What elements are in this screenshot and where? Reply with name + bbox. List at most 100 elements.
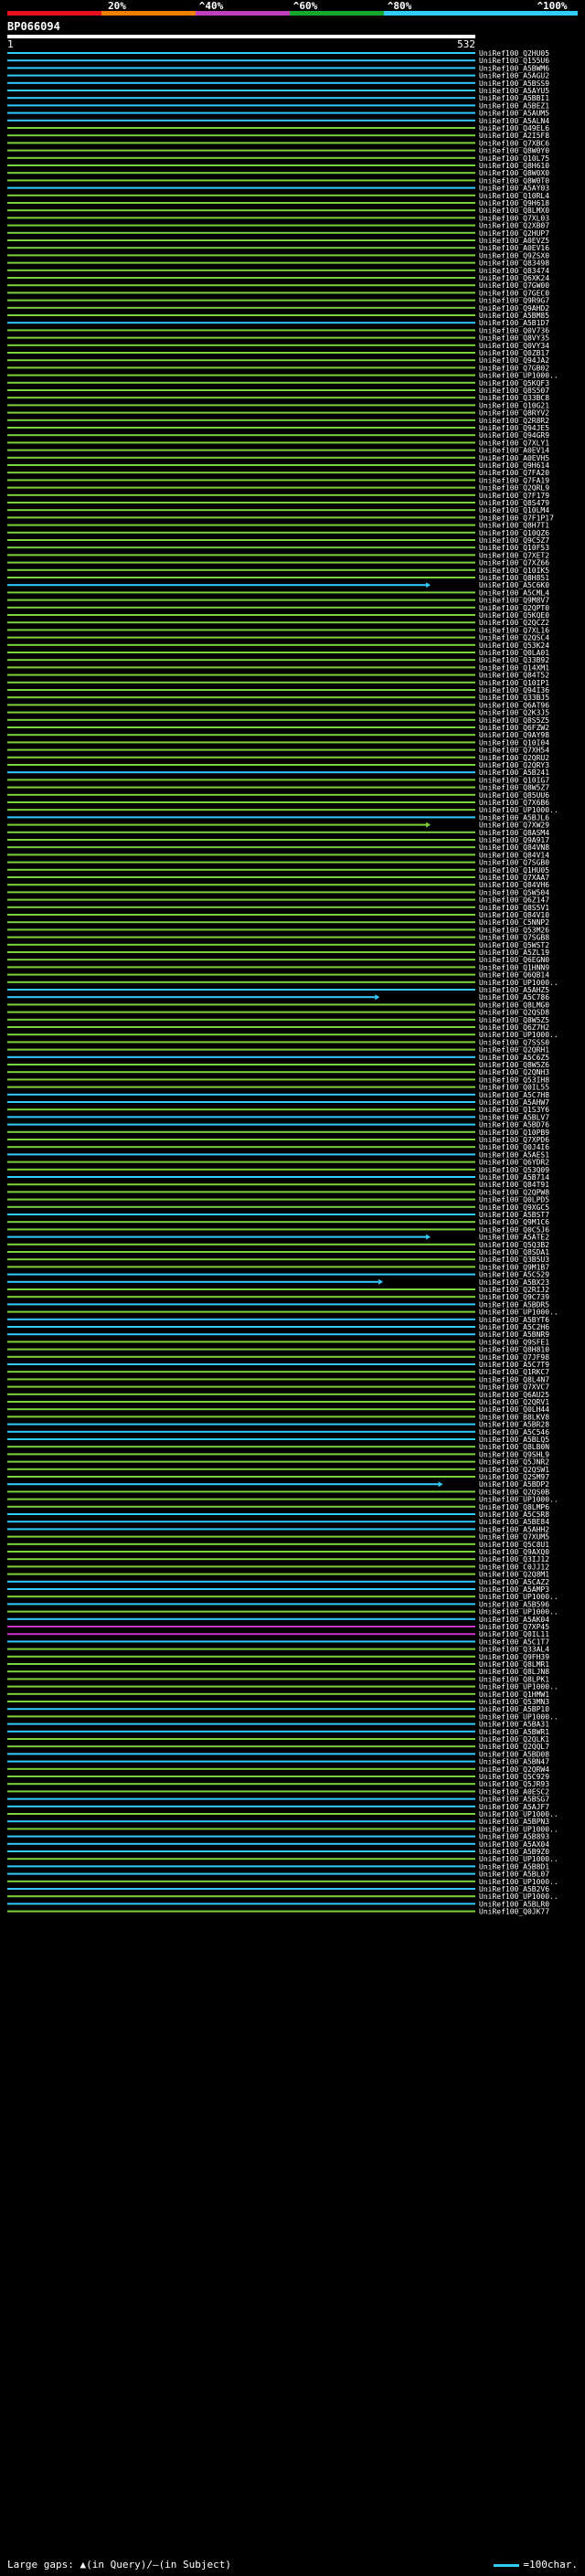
hit-label[interactable]: UniRef100_A5ALN4 [479, 117, 549, 125]
hit-label[interactable]: UniRef100_A5AUM5 [479, 110, 549, 118]
hit-label[interactable]: UniRef100_Q2QS0B [479, 1488, 549, 1496]
hit-label[interactable]: UniRef100_Q7JF98 [479, 1353, 549, 1362]
hit-label[interactable]: UniRef100_Q84T91 [479, 1181, 549, 1189]
hit-label[interactable]: UniRef100_Q8H810 [479, 1346, 549, 1354]
hit-label[interactable]: UniRef100_Q53Q09 [479, 1166, 549, 1174]
hit-label[interactable]: UniRef100_Q7XH54 [479, 747, 549, 755]
hit-label[interactable]: UniRef100_Q9H618 [479, 199, 549, 207]
hit-label[interactable]: UniRef100_Q3IJ12 [479, 1555, 549, 1564]
hit-label[interactable]: UniRef100_A5BD76 [479, 1121, 549, 1129]
hit-label[interactable]: UniRef100_A5BSS9 [479, 80, 549, 88]
hit-label[interactable]: UniRef100_UP1000.. [479, 1608, 558, 1617]
hit-label[interactable]: UniRef100_Q2HUP7 [479, 229, 549, 238]
hit-label[interactable]: UniRef100_Q9AXQ0 [479, 1548, 549, 1556]
hit-label[interactable]: UniRef100_Q8S5V1 [479, 904, 549, 912]
hit-label[interactable]: UniRef100_A5C2H6 [479, 1323, 549, 1331]
hit-label[interactable]: UniRef100_Q84VN8 [479, 843, 549, 852]
hit-label[interactable]: UniRef100_Q5WST2 [479, 941, 549, 949]
hit-label[interactable]: UniRef100_A5AYU5 [479, 87, 549, 95]
hit-label[interactable]: UniRef100_Q2QCZ2 [479, 619, 549, 627]
hit-label[interactable]: UniRef100_A5AJF7 [479, 1803, 549, 1811]
hit-label[interactable]: UniRef100_A5C5R8 [479, 1511, 549, 1519]
hit-label[interactable]: UniRef100_UP1000.. [479, 1855, 558, 1863]
hit-label[interactable]: UniRef100_A5B596 [479, 1600, 549, 1608]
hit-label[interactable]: UniRef100_A5BL07 [479, 1871, 549, 1879]
hit-label[interactable]: UniRef100_Q9M1C6 [479, 1218, 549, 1226]
hit-label[interactable]: UniRef100_A5BJL6 [479, 813, 549, 822]
hit-label[interactable]: UniRef100_Q14XM1 [479, 663, 549, 672]
hit-label[interactable]: UniRef100_Q8RYV2 [479, 409, 549, 418]
hit-label[interactable]: UniRef100_Q1HMW1 [479, 1691, 549, 1699]
hit-label[interactable]: UniRef100_A5B8D1 [479, 1862, 549, 1871]
hit-label[interactable]: UniRef100_A5AHH2 [479, 1525, 549, 1533]
hit-label[interactable]: UniRef100_A5C786 [479, 993, 549, 1002]
hit-label[interactable]: UniRef100_Q6Z7H2 [479, 1023, 549, 1032]
hit-label[interactable]: UniRef100_Q0J4I6 [479, 1143, 549, 1151]
hit-label[interactable]: UniRef100_Q6QB14 [479, 971, 549, 980]
hit-label[interactable]: UniRef100_A0EV14 [479, 447, 549, 455]
hit-label[interactable]: UniRef100_UP1000.. [479, 806, 558, 814]
hit-label[interactable]: UniRef100_A5B893 [479, 1833, 549, 1841]
hit-label[interactable]: UniRef100_Q7XP45 [479, 1623, 549, 1631]
hit-label[interactable]: UniRef100_Q0LPD5 [479, 1196, 549, 1204]
hit-label[interactable]: UniRef100_Q10RL4 [479, 192, 549, 200]
hit-label[interactable]: UniRef100_Q2QRW4 [479, 1765, 549, 1774]
hit-label[interactable]: UniRef100_Q9SHL9 [479, 1450, 549, 1458]
hit-label[interactable]: UniRef100_A5B714 [479, 1173, 549, 1182]
hit-label[interactable]: UniRef100_A5BEZ1 [479, 101, 549, 110]
hit-label[interactable]: UniRef100_A5ATE2 [479, 1234, 549, 1242]
hit-label[interactable]: UniRef100_A5C1T7 [479, 1638, 549, 1646]
hit-label[interactable]: UniRef100_Q84V14 [479, 851, 549, 859]
hit-label[interactable]: UniRef100_A5BST7 [479, 1211, 549, 1219]
hit-label[interactable]: UniRef100_Q5KQF3 [479, 379, 549, 387]
hit-label[interactable]: UniRef100_Q2QQL7 [479, 1743, 549, 1751]
hit-label[interactable]: UniRef100_Q7XPD6 [479, 1136, 549, 1144]
hit-label[interactable]: UniRef100_Q7SGB8 [479, 934, 549, 942]
hit-label[interactable]: UniRef100_A5AHZ5 [479, 986, 549, 994]
hit-label[interactable]: UniRef100_Q9SFE1 [479, 1338, 549, 1346]
hit-label[interactable]: UniRef100_A5B1D7 [479, 319, 549, 327]
hit-label[interactable]: UniRef100_Q0JK77 [479, 1908, 549, 1916]
hit-label[interactable]: UniRef100_A5C7H8 [479, 1091, 549, 1099]
hit-label[interactable]: UniRef100_Q5W504 [479, 888, 549, 896]
hit-label[interactable]: UniRef100_A5BYT6 [479, 1316, 549, 1324]
hit-label[interactable]: UniRef100_Q8ASM4 [479, 829, 549, 837]
hit-label[interactable]: UniRef100_Q2QNH3 [479, 1068, 549, 1076]
hit-label[interactable]: UniRef100_Q2QPW8 [479, 1188, 549, 1196]
hit-label[interactable]: UniRef100_Q1S3Y6 [479, 1106, 549, 1114]
hit-label[interactable]: UniRef100_A5BDR5 [479, 1300, 549, 1309]
hit-label[interactable]: UniRef100_A5BR28 [479, 1421, 549, 1429]
hit-label[interactable]: UniRef100_Q2QSD8 [479, 1009, 549, 1017]
hit-label[interactable]: UniRef100_A5AGU2 [479, 72, 549, 80]
hit-label[interactable]: UniRef100_A5BD08 [479, 1750, 549, 1758]
hit-label[interactable]: UniRef100_Q10G21 [479, 401, 549, 409]
hit-label[interactable]: UniRef100_A0EVZ5 [479, 237, 549, 245]
hit-label[interactable]: UniRef100_Q7SSS0 [479, 1038, 549, 1046]
hit-label[interactable]: UniRef100_Q2QRL9 [479, 484, 549, 493]
hit-label[interactable]: UniRef100_Q8LJN8 [479, 1668, 549, 1676]
hit-label[interactable]: UniRef100_C5NNP2 [479, 918, 549, 927]
hit-label[interactable]: UniRef100_Q8S5Z5 [479, 716, 549, 725]
hit-label[interactable]: UniRef100_Q7GB02 [479, 364, 549, 372]
hit-label[interactable]: UniRef100_Q49EL6 [479, 124, 549, 133]
hit-label[interactable]: UniRef100_Q0IL55 [479, 1084, 549, 1092]
hit-label[interactable]: UniRef100_A5AMP3 [479, 1585, 549, 1594]
hit-label[interactable]: UniRef100_Q2QRV1 [479, 1398, 549, 1406]
hit-label[interactable]: UniRef100_UP1000.. [479, 372, 558, 380]
hit-label[interactable]: UniRef100_Q8H851 [479, 574, 549, 582]
hit-label[interactable]: UniRef100_Q6YDR2 [479, 1159, 549, 1167]
hit-label[interactable]: UniRef100_Q7XAA7 [479, 874, 549, 882]
hit-label[interactable]: UniRef100_Q6EGN0 [479, 956, 549, 964]
hit-label[interactable]: UniRef100_Q2Q8M1 [479, 1571, 549, 1579]
hit-label[interactable]: UniRef100_Q7XZ66 [479, 559, 549, 567]
hit-label[interactable]: UniRef100_Q10F53 [479, 544, 549, 552]
hit-label[interactable]: UniRef100_A5BNR9 [479, 1330, 549, 1339]
hit-label[interactable]: UniRef100_Q9AHD2 [479, 304, 549, 313]
hit-label[interactable]: UniRef100_A5C6Z5 [479, 1054, 549, 1062]
hit-label[interactable]: UniRef100_Q155U6 [479, 57, 549, 65]
hit-label[interactable]: UniRef100_Q10PB9 [479, 1129, 549, 1137]
hit-label[interactable]: UniRef100_Q5C929 [479, 1773, 549, 1781]
hit-label[interactable]: UniRef100_Q8S507 [479, 387, 549, 395]
hit-label[interactable]: UniRef100_Q7XLY1 [479, 439, 549, 447]
hit-label[interactable]: UniRef100_Q10LM4 [479, 506, 549, 514]
